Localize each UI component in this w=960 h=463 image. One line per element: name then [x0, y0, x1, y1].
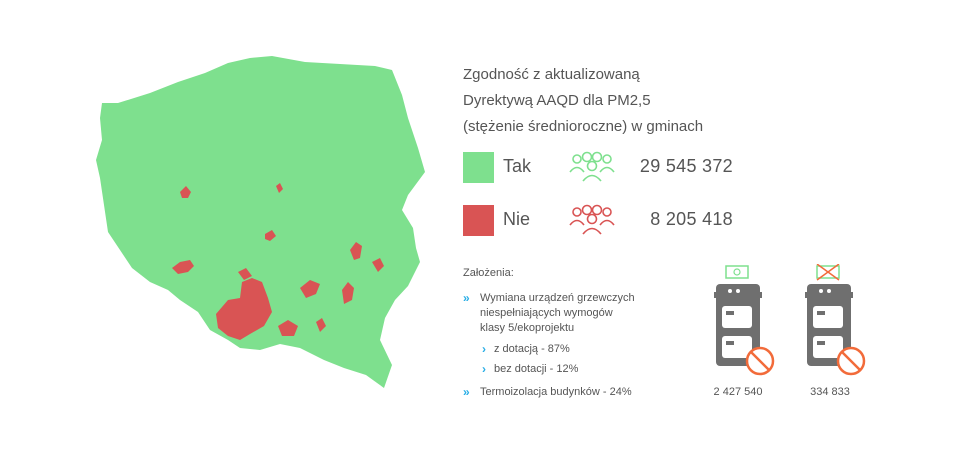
map-region-nie-silesia [216, 278, 272, 340]
map-region-tak [96, 56, 425, 388]
assumption-item-2-text: Termoizolacja budynków - 24% [480, 386, 632, 398]
assumption-item-1-line-3: klasy 5/ekoprojektu [480, 322, 575, 334]
boiler-count-1: 2 427 540 [713, 386, 763, 398]
title-line-1: Zgodność z aktualizowaną [463, 66, 640, 83]
prohibited-sign-icon [836, 346, 866, 376]
boiler-count-2: 334 833 [810, 386, 850, 398]
money-icon [725, 265, 749, 279]
map-region-nie-7 [300, 280, 320, 298]
crossed-money-icon [816, 264, 840, 281]
map-region-nie-10 [316, 318, 326, 332]
double-chevron-icon: » [463, 385, 470, 399]
people-group-icon [569, 151, 615, 182]
legend-swatch-tak [463, 152, 494, 183]
assumptions-title: Założenia: [463, 267, 514, 279]
poland-map [96, 56, 425, 388]
map-region-nie-3 [265, 230, 276, 241]
chevron-right-icon: › [482, 342, 486, 356]
prohibited-sign-icon [745, 346, 775, 376]
boiler-icon [714, 265, 775, 376]
title-line-3: (stężenie średnioroczne) w gminach [463, 118, 704, 135]
legend-title: Zgodność z aktualizowaną Dyrektywą AAQD … [463, 62, 783, 140]
assumption-item-2: » Termoizolacja budynków - 24% [463, 385, 693, 400]
map-region-nie-2 [276, 183, 283, 193]
assumption-sub-2: › bez dotacji - 12% [482, 362, 682, 377]
assumption-sub-1: › z dotacją - 87% [482, 342, 682, 357]
map-region-nie-1 [180, 186, 191, 198]
title-line-2: Dyrektywą AAQD dla PM2,5 [463, 92, 651, 109]
assumption-sub-1-text: z dotacją - 87% [494, 343, 570, 355]
assumption-item-1-line-1: Wymiana urządzeń grzewczych [480, 292, 635, 304]
map-region-nie-6 [372, 258, 384, 272]
legend-swatch-nie [463, 205, 494, 236]
assumption-sub-2-text: bez dotacji - 12% [494, 363, 579, 375]
assumption-item-1: » Wymiana urządzeń grzewczych niespełnia… [463, 291, 693, 336]
legend-count-tak: 29 545 372 [639, 156, 733, 176]
assumption-item-1-line-2: niespełniających wymogów [480, 307, 613, 319]
people-group-icon [569, 204, 615, 235]
legend-row-nie: Nie 8 205 418 [463, 204, 763, 237]
boiler-icon [805, 264, 866, 376]
legend-label-tak: Tak [503, 156, 532, 176]
map-region-nie-11 [238, 268, 252, 280]
map-region-nie-4 [172, 260, 194, 274]
map-region-nie-9 [278, 320, 298, 336]
chevron-right-icon: › [482, 362, 486, 376]
legend-row-tak: Tak 29 545 372 [463, 151, 763, 184]
double-chevron-icon: » [463, 291, 470, 305]
map-region-nie-8 [342, 282, 354, 304]
legend-count-nie: 8 205 418 [650, 209, 733, 229]
map-region-nie-5 [350, 242, 362, 260]
legend-label-nie: Nie [503, 209, 531, 229]
